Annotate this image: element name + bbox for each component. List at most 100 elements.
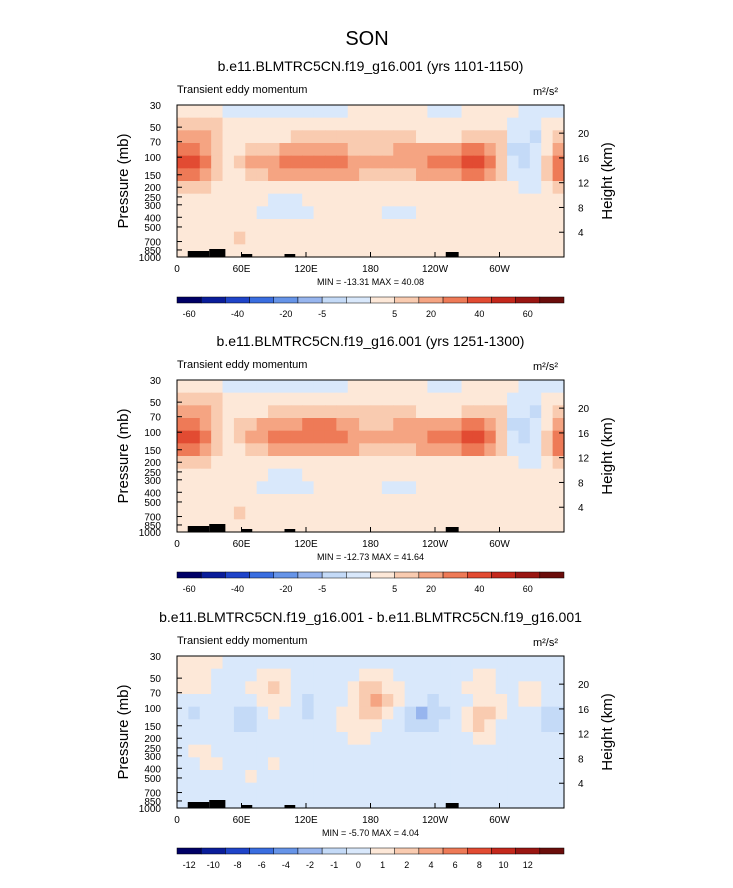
y-tick-label: 70 [150,689,162,700]
colorbar-tick-label: 5 [392,584,397,594]
field-cell [450,143,463,157]
field-cell [416,795,429,809]
field-cell [279,418,292,432]
field-cell [461,506,474,520]
field-cell [324,130,337,144]
field-cell [484,681,497,695]
field-cell [450,719,463,733]
chart-panel-3: b.e11.BLMTRC5CN.f19_g16.001 - b.e11.BLMT… [115,609,616,870]
field-cell [450,757,463,771]
field-cell [279,392,292,406]
field-cell [336,405,349,419]
colorbar-box [176,296,202,304]
field-cell [495,795,508,809]
field-cell [404,795,417,809]
field-cell [233,782,246,796]
field-cell [256,481,269,495]
field-cell [302,481,315,495]
field-cell [199,481,212,495]
field-cell [268,706,281,720]
field-cell [381,656,394,670]
field-cell [518,380,531,394]
field-cell [302,757,315,771]
field-cell [359,143,372,157]
field-cell [529,782,542,796]
units-label: m²/s² [533,637,558,649]
field-cell [472,181,485,195]
field-cell [177,405,189,419]
field-cell [290,506,303,520]
field-cell [290,719,303,733]
field-cell [211,494,224,508]
units-label: m²/s² [533,361,558,373]
field-cell [302,418,315,432]
field-cell [256,155,269,169]
field-cell [438,117,451,131]
field-cell [290,481,303,495]
field-cell [507,494,520,508]
field-cell [552,155,565,169]
y-tick-label: 200 [144,183,161,194]
field-cell [393,392,406,406]
field-cell [416,206,429,220]
field-cell [552,405,565,419]
field-cell [507,732,520,746]
field-cell [507,155,520,169]
field-cell [495,519,508,533]
y-tick-label: 30 [150,101,162,112]
field-cell [507,706,520,720]
field-cell [484,143,497,157]
colorbar-tick-label: 2 [404,860,409,870]
field-cell [552,757,565,771]
field-cell [290,219,303,233]
colorbar-tick-label: -40 [231,584,244,594]
field-cell [381,494,394,508]
field-cell [450,770,463,784]
field-cell [541,405,554,419]
field-cell [279,770,292,784]
colorbar-tick-label: -20 [279,584,292,594]
field-cell [268,506,281,520]
field-cell [199,405,212,419]
field-cell [438,757,451,771]
contour-field [177,380,565,533]
x-tick-label: 60E [233,264,251,275]
contour-field [177,105,565,258]
colorbar-box [491,847,516,855]
field-cell [177,380,189,394]
field-cell [438,392,451,406]
field-cell [336,519,349,533]
field-cell [188,418,201,432]
field-cell [484,782,497,796]
colorbar: -60 -40 -20 -5 5 20 40 60 [176,296,565,319]
field-cell [268,481,281,495]
field-cell [177,219,189,233]
colorbar-tick-label: -60 [183,309,196,319]
field-cell [518,219,531,233]
field-cell [279,719,292,733]
field-cell [245,719,258,733]
y-tick-label: 500 [144,223,161,234]
field-cell [324,418,337,432]
right-axis-label: Height (km) [599,417,616,495]
field-cell [268,193,281,207]
field-cell [404,430,417,444]
field-cell [427,105,440,119]
field-cell [256,744,269,758]
field-cell [495,405,508,419]
field-cell [324,732,337,746]
field-cell [472,143,485,157]
field-cell [427,193,440,207]
field-cell [484,468,497,482]
field-cell [472,456,485,470]
field-cell [370,443,383,457]
field-cell [302,668,315,682]
field-cell [461,744,474,758]
field-cell [461,719,474,733]
field-cell [233,681,246,695]
colorbar-box [273,847,299,855]
field-cell [404,443,417,457]
colorbar-box [539,571,565,579]
field-cell [245,155,258,169]
field-cell [188,656,201,670]
